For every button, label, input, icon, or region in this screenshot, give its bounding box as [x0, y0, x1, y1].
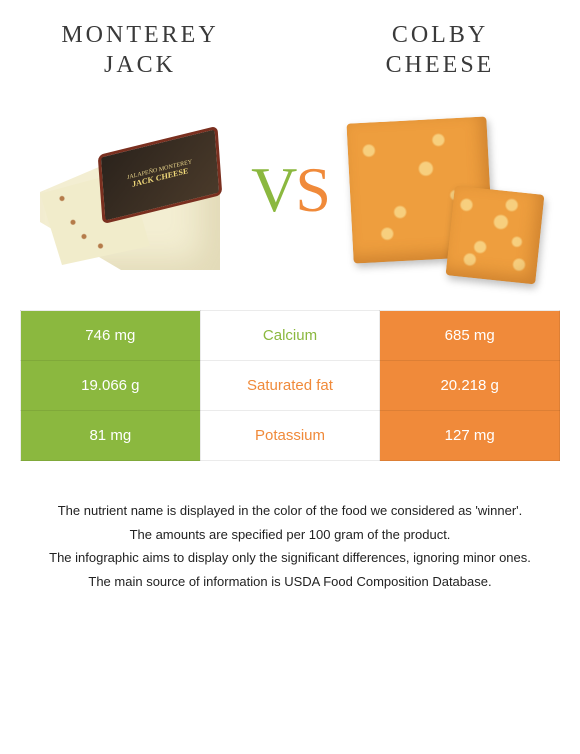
- footer-notes: The nutrient name is displayed in the co…: [30, 501, 550, 591]
- vs-s: S: [295, 154, 329, 225]
- note-line: The amounts are specified per 100 gram o…: [30, 525, 550, 545]
- nutrient-name: Saturated fat: [200, 361, 380, 411]
- right-value: 685 mg: [380, 311, 560, 361]
- left-value: 81 mg: [21, 411, 201, 461]
- vs-v: V: [251, 154, 295, 225]
- right-value: 20.218 g: [380, 361, 560, 411]
- table-row: 746 mgCalcium685 mg: [21, 311, 560, 361]
- title-right: COLBY CHEESE: [340, 20, 540, 80]
- table-row: 81 mgPotassium127 mg: [21, 411, 560, 461]
- right-value: 127 mg: [380, 411, 560, 461]
- note-line: The main source of information is USDA F…: [30, 572, 550, 592]
- vs-text: VS: [251, 153, 329, 227]
- left-value: 746 mg: [21, 311, 201, 361]
- title-left: MONTEREY JACK: [40, 20, 240, 80]
- note-line: The nutrient name is displayed in the co…: [30, 501, 550, 521]
- nutrient-name: Calcium: [200, 311, 380, 361]
- hero-row: JALAPEÑO MONTEREY JACK CHEESE VS: [0, 80, 580, 310]
- nutrient-name: Potassium: [200, 411, 380, 461]
- left-food-image: JALAPEÑO MONTEREY JACK CHEESE: [30, 100, 230, 280]
- note-line: The infographic aims to display only the…: [30, 548, 550, 568]
- nutrient-table: 746 mgCalcium685 mg19.066 gSaturated fat…: [20, 310, 560, 461]
- table-row: 19.066 gSaturated fat20.218 g: [21, 361, 560, 411]
- right-food-image: [350, 100, 550, 280]
- left-value: 19.066 g: [21, 361, 201, 411]
